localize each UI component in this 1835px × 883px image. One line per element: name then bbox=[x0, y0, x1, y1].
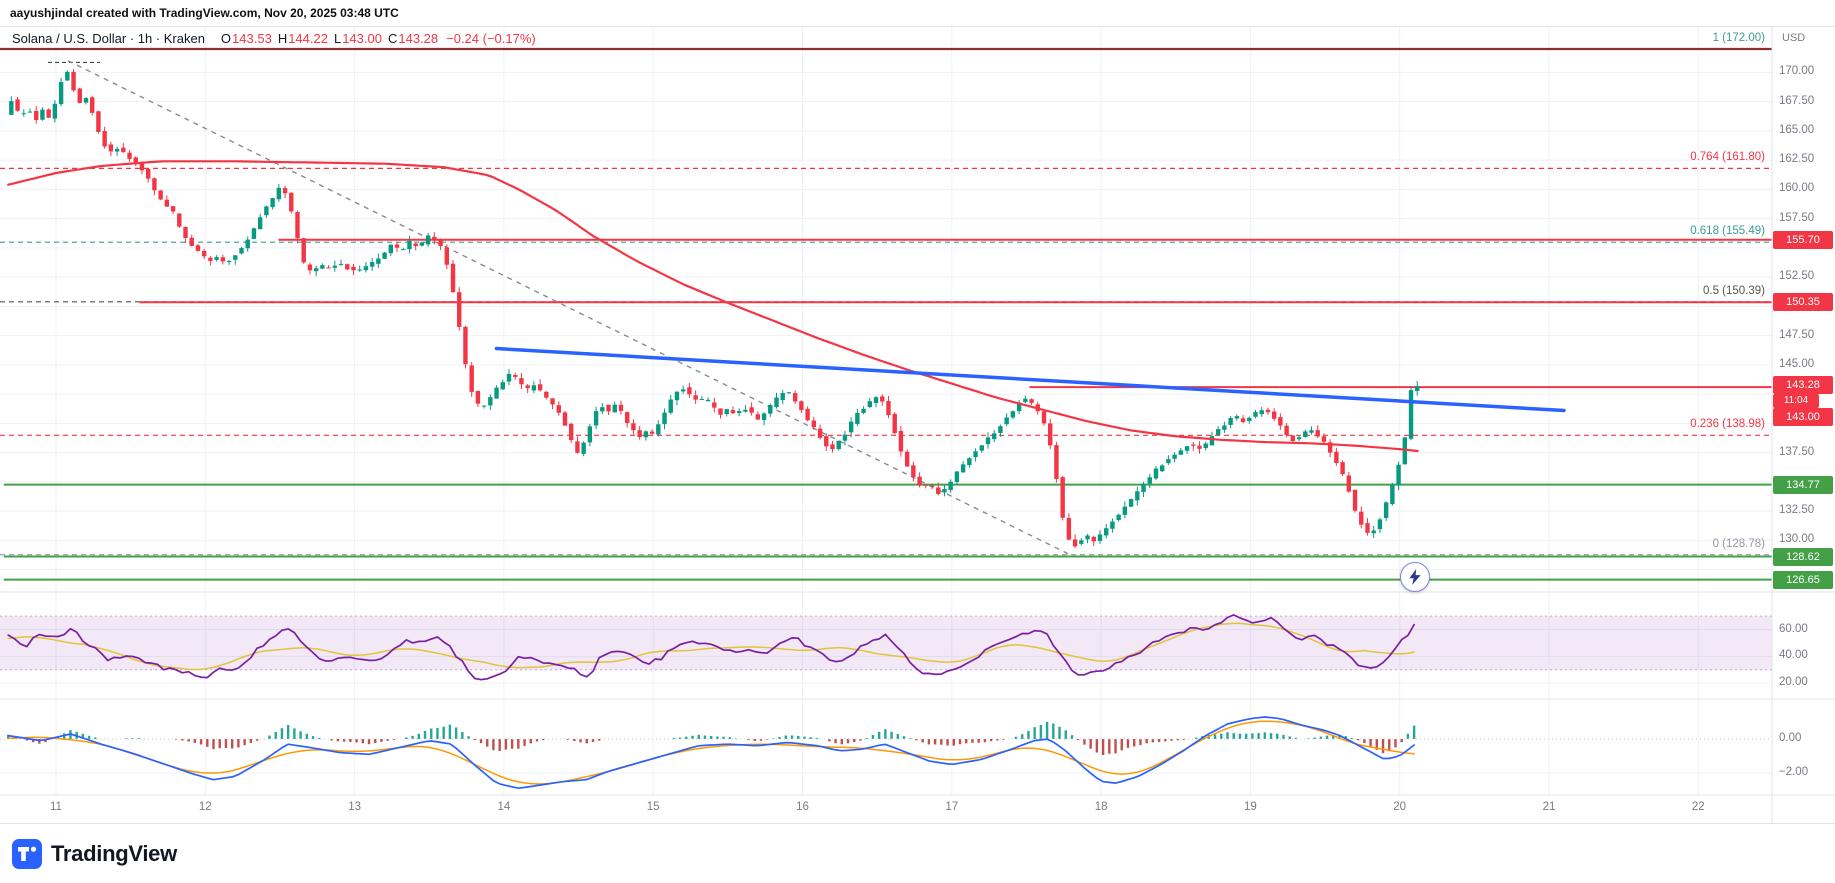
price-axis-label: 152.50 bbox=[1779, 270, 1815, 283]
price-axis-label: 132.50 bbox=[1779, 504, 1815, 517]
rsi-axis-label: 20.00 bbox=[1779, 676, 1808, 689]
time-axis-label: 18 bbox=[1094, 801, 1108, 813]
price-axis-label: 147.50 bbox=[1779, 328, 1815, 341]
symbol-title[interactable]: Solana / U.S. Dollar · 1h · Kraken bbox=[12, 31, 205, 46]
price-axis-label: 170.00 bbox=[1779, 65, 1815, 78]
macd-axis-label: 0.00 bbox=[1779, 732, 1802, 744]
footer: TradingView bbox=[0, 824, 1835, 883]
time-axis-label: 21 bbox=[1542, 801, 1556, 813]
fib-level-label: 0.236 (138.98) bbox=[1690, 418, 1765, 431]
fib-level-label: 1 (172.00) bbox=[1712, 32, 1765, 44]
ohlc-low-value: 143.00 bbox=[342, 31, 382, 46]
time-axis-label: 14 bbox=[497, 801, 511, 813]
ohlc-change-value: −0.24 (−0.17%) bbox=[446, 31, 536, 46]
price-axis-badge: 11:04 bbox=[1773, 394, 1819, 409]
ohlc-low-label: L bbox=[333, 31, 342, 46]
price-axis-badge: 128.62 bbox=[1773, 547, 1833, 566]
lightning-marker-button[interactable] bbox=[1400, 562, 1430, 592]
chart-canvas[interactable] bbox=[0, 27, 1835, 823]
currency-label: USD bbox=[1782, 32, 1806, 44]
price-axis-badge: 155.70 bbox=[1773, 230, 1833, 249]
fib-level-label: 0.5 (150.39) bbox=[1702, 284, 1765, 297]
tradingview-logo[interactable]: TradingView bbox=[12, 839, 177, 869]
ohlc-high-value: 144.22 bbox=[288, 31, 328, 46]
price-axis-badge: 143.28 bbox=[1773, 376, 1833, 395]
price-axis-label: 145.00 bbox=[1779, 357, 1815, 370]
fib-level-label: 0 (128.78) bbox=[1712, 537, 1765, 550]
rsi-axis-label: 60.00 bbox=[1779, 622, 1808, 635]
time-axis-label: 13 bbox=[348, 801, 361, 813]
price-axis-badge: 143.00 bbox=[1773, 408, 1833, 427]
rsi-axis-label: 40.00 bbox=[1779, 649, 1808, 662]
ohlc-close-value: 143.28 bbox=[398, 31, 439, 46]
tradingview-logo-text: TradingView bbox=[51, 841, 177, 866]
ohlc-close-label: C bbox=[387, 31, 398, 46]
price-axis-label: 162.50 bbox=[1779, 153, 1815, 166]
price-axis-label: 165.00 bbox=[1779, 123, 1815, 136]
attribution-text: aayushjindal created with TradingView.co… bbox=[10, 6, 399, 20]
symbol-header: Solana / U.S. Dollar · 1h · Kraken O143.5… bbox=[12, 31, 536, 46]
tradingview-logo-icon bbox=[12, 839, 42, 869]
price-axis-label: 160.00 bbox=[1779, 182, 1815, 195]
price-axis-label: 157.50 bbox=[1779, 211, 1815, 224]
fib-level-label: 0.764 (161.80) bbox=[1690, 151, 1765, 164]
price-axis-badge: 150.35 bbox=[1773, 293, 1833, 312]
lightning-bolt-icon bbox=[1409, 569, 1421, 585]
macd-axis-label: −2.00 bbox=[1779, 766, 1809, 778]
time-axis-label: 20 bbox=[1393, 801, 1407, 813]
time-axis-label: 19 bbox=[1243, 801, 1257, 813]
price-axis-badge: 126.65 bbox=[1773, 570, 1833, 589]
time-axis-label: 16 bbox=[796, 801, 809, 813]
ohlc-open-value: 143.53 bbox=[232, 31, 272, 46]
ohlc-high-label: H bbox=[277, 31, 288, 46]
price-axis-badge: 134.77 bbox=[1773, 475, 1833, 494]
price-axis-label: 137.50 bbox=[1779, 445, 1815, 458]
time-axis-label: 17 bbox=[945, 801, 959, 813]
attribution-bar: aayushjindal created with TradingView.co… bbox=[0, 0, 1835, 26]
fib-level-label: 0.618 (155.49) bbox=[1690, 225, 1765, 238]
price-axis-label: 167.50 bbox=[1779, 94, 1815, 107]
time-axis-label: 12 bbox=[198, 801, 212, 813]
time-axis-label: 15 bbox=[646, 801, 660, 813]
time-axis-label: 22 bbox=[1691, 801, 1705, 813]
ohlc-open-label: O bbox=[220, 31, 232, 46]
chart-area[interactable]: Solana / U.S. Dollar · 1h · Kraken O143.5… bbox=[0, 26, 1835, 824]
price-axis-label: 130.00 bbox=[1779, 533, 1815, 546]
time-axis-label: 11 bbox=[50, 801, 62, 813]
